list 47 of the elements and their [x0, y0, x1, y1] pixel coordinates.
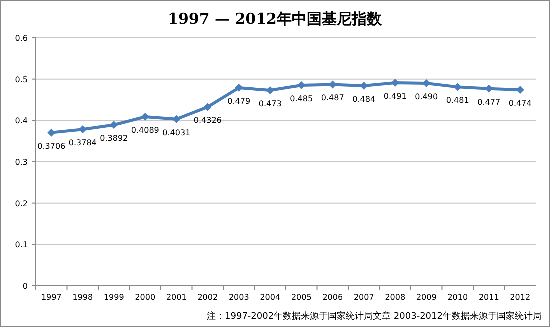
x-tick-label: 1998 — [72, 293, 94, 302]
data-label: 0.4326 — [194, 116, 222, 126]
data-label: 0.485 — [290, 94, 314, 104]
chart-title: 1997 — 2012年中国基尼指数 — [168, 10, 383, 28]
point — [110, 121, 118, 130]
x-tick-label: 2009 — [416, 293, 437, 302]
data-label: 0.484 — [352, 94, 376, 104]
y-tick-label: 0.1 — [15, 240, 28, 250]
x-tick-label: 2006 — [322, 293, 344, 302]
y-tick-label: 0.6 — [15, 34, 28, 43]
y-tick-label: 0.2 — [15, 199, 28, 208]
y-tick-label: 0.5 — [15, 75, 28, 84]
data-label: 0.3784 — [68, 138, 97, 148]
x-tick-label: 1999 — [104, 293, 124, 302]
point — [454, 83, 462, 92]
data-label: 0.4089 — [131, 126, 160, 135]
x-tick-label: 2001 — [166, 293, 187, 302]
point — [204, 103, 212, 112]
data-label: 0.473 — [258, 99, 282, 108]
data-label: 0.490 — [415, 92, 438, 102]
data-label: 0.491 — [384, 92, 407, 102]
data-label: 0.474 — [508, 99, 532, 108]
point — [141, 112, 150, 121]
data-label: 0.4031 — [162, 128, 191, 138]
data-label: 0.3706 — [38, 142, 66, 151]
y-tick-label: 0 — [22, 282, 28, 291]
x-tick-label: 2010 — [448, 293, 468, 302]
y-tick-label: 0.4 — [15, 116, 28, 126]
x-tick-label: 2000 — [135, 293, 156, 302]
data-label: 0.479 — [228, 97, 251, 106]
x-tick-label: 2007 — [354, 293, 374, 302]
x-tick-label: 2012 — [510, 293, 531, 302]
data-label: 0.477 — [478, 98, 501, 107]
x-tick-label: 1997 — [41, 293, 62, 302]
x-tick-label: 2003 — [228, 293, 250, 302]
x-tick-label: 2008 — [385, 293, 406, 302]
data-label: 0.3892 — [100, 134, 128, 144]
x-tick-label: 2005 — [291, 293, 312, 302]
point — [172, 115, 181, 124]
x-tick-label: 2002 — [198, 293, 218, 302]
data-label: 0.487 — [321, 94, 344, 103]
point — [48, 128, 56, 137]
x-tick-label: 2004 — [260, 293, 281, 302]
y-tick-label: 0.3 — [15, 158, 28, 167]
data-label: 0.481 — [446, 96, 470, 106]
x-tick-label: 2011 — [478, 293, 500, 302]
text: 注：1997-2002年数据来源于国家统计局文章 2003-2012年数据来源于国家统计局 — [207, 311, 542, 322]
